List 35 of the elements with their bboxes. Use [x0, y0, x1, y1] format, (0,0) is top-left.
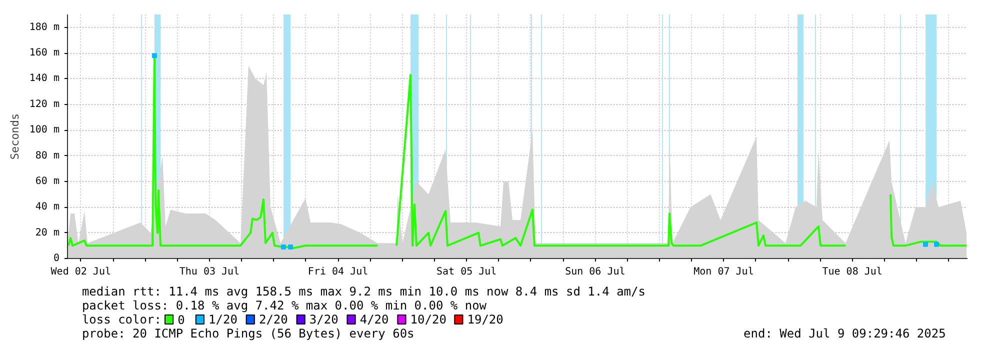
x-tick-label: Mon 07 Jul [694, 266, 754, 278]
legend-label: 3/20 [309, 312, 338, 326]
x-tick-label: Wed 02 Jul [50, 266, 112, 278]
x-tick-label: Fri 04 Jul [308, 266, 368, 278]
x-tick-label: Sun 06 Jul [565, 266, 626, 278]
legend-label: 2/20 [258, 312, 288, 326]
legend-title: loss color: [82, 312, 162, 326]
x-tick-label: Sat 05 Jul [436, 266, 497, 278]
text: packet loss: 0.18 % avg 7.42 % max 0.00 % min 0.00 % now [82, 298, 488, 312]
legend-label: 19/20 [467, 312, 504, 326]
legend-label: 10/20 [410, 312, 446, 326]
y-tick-label: 20 m [35, 227, 60, 238]
point [923, 242, 928, 247]
legend-label: 0 [178, 313, 185, 327]
y-axis-title: Seconds [8, 113, 22, 160]
y-tick-label: 60 m [35, 176, 60, 187]
x-tick-label: Tue 08 Jul [822, 266, 882, 278]
point [152, 53, 157, 58]
y-tick-label: 160 m [29, 48, 60, 59]
point [934, 242, 940, 247]
y-tick-label: 40 m [35, 202, 60, 213]
y-tick-label: 0 [53, 253, 60, 264]
y-tick-label: 140 m [29, 73, 60, 84]
y-tick-label: 180 m [29, 22, 60, 33]
x-tick-label: Thu 03 Jul [179, 266, 240, 278]
y-tick-label: 80 m [35, 150, 60, 162]
text: probe: 20 ICMP Echo Pings (56 Bytes) every 60s [82, 326, 414, 340]
text: median rtt: 11.4 ms avg 158.5 ms max 9.2 ms min 10.0 ms now 8.4 ms sd 1.4 am/s [82, 284, 646, 298]
y-tick-label: 100 m [29, 124, 60, 136]
point [288, 244, 294, 250]
point [280, 244, 286, 250]
legend-label: 1/20 [208, 312, 238, 326]
y-tick-label: 120 m [29, 98, 60, 110]
text: end: Wed Jul 9 09:29:46 2025 [744, 326, 946, 340]
legend-label: 4/20 [360, 312, 389, 326]
